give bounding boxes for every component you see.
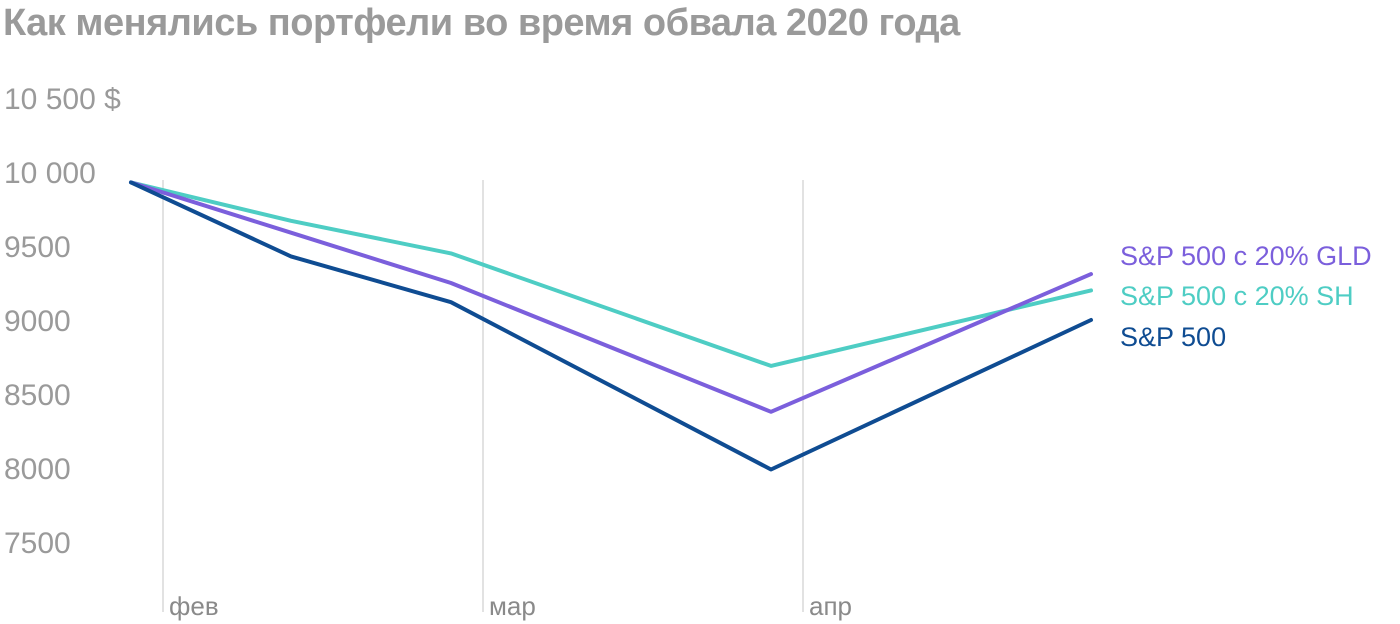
y-tick-label: 8500 xyxy=(4,379,71,412)
legend: S&P 500 с 20% GLD S&P 500 с 20% SH S&P 500 xyxy=(1120,241,1372,352)
x-tick-label: апр xyxy=(809,591,852,621)
chart-title: Как менялись портфели во время обвала 20… xyxy=(3,2,960,44)
y-tick-label: 8000 xyxy=(4,453,71,486)
y-tick-label: 9500 xyxy=(4,231,71,264)
y-tick-label: 10 000 xyxy=(4,157,96,190)
series-line-s-p-500-20-sh xyxy=(129,180,1093,368)
legend-item-s-p-500-20-gld: S&P 500 с 20% GLD xyxy=(1120,241,1372,271)
y-tick-label: 10 500 $ xyxy=(4,83,121,116)
x-axis-ticks: фев мар апр xyxy=(169,591,852,621)
x-tick-label: мар xyxy=(489,591,536,621)
series-lines xyxy=(129,180,1093,472)
series-line-s-p-500-20-gld xyxy=(129,180,1093,414)
legend-item-s-p-500: S&P 500 xyxy=(1120,322,1226,352)
x-tick-label: фев xyxy=(169,591,219,621)
y-tick-label: 9000 xyxy=(4,305,71,338)
grid-lines xyxy=(162,180,804,612)
legend-item-s-p-500-20-sh: S&P 500 с 20% SH xyxy=(1120,281,1354,311)
y-tick-label: 7500 xyxy=(4,527,71,560)
y-axis-ticks: 10 500 $ 10 000 9500 9000 8500 8000 7500 xyxy=(4,83,121,560)
series-line-s-p-500 xyxy=(129,180,1093,472)
